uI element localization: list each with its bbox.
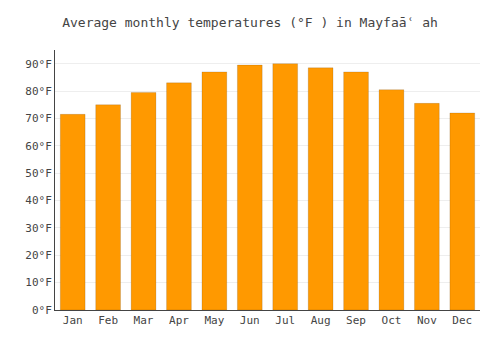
svg-text:Nov: Nov (417, 314, 437, 327)
svg-text:Jan: Jan (63, 314, 83, 327)
svg-text:80°F: 80°F (25, 85, 52, 98)
svg-text:20°F: 20°F (25, 249, 52, 262)
svg-text:Apr: Apr (169, 314, 189, 327)
svg-text:0°F: 0°F (32, 304, 52, 317)
svg-text:60°F: 60°F (25, 140, 52, 153)
svg-text:Sep: Sep (346, 314, 366, 327)
svg-text:Feb: Feb (98, 314, 118, 327)
svg-text:10°F: 10°F (25, 276, 52, 289)
svg-text:40°F: 40°F (25, 194, 52, 207)
svg-text:70°F: 70°F (25, 112, 52, 125)
svg-text:Aug: Aug (311, 314, 331, 327)
svg-text:90°F: 90°F (25, 58, 52, 71)
svg-text:Jul: Jul (275, 314, 295, 327)
svg-text:Oct: Oct (382, 314, 402, 327)
svg-text:Average monthly temperatures (: Average monthly temperatures (°F ) in Ma… (62, 15, 438, 30)
svg-text:30°F: 30°F (25, 222, 52, 235)
svg-text:Mar: Mar (134, 314, 154, 327)
svg-text:50°F: 50°F (25, 167, 52, 180)
svg-text:May: May (204, 314, 224, 327)
svg-text:Dec: Dec (452, 314, 472, 327)
svg-text:Jun: Jun (240, 314, 260, 327)
